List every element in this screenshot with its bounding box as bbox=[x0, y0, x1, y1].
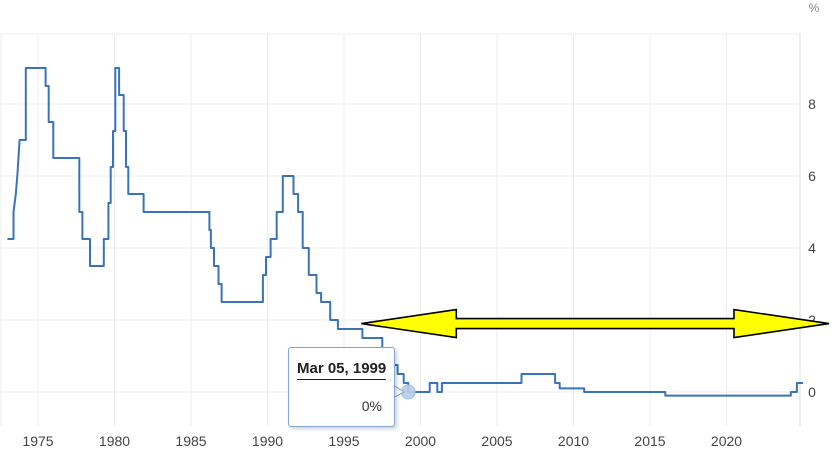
y-tick-label: 2 bbox=[808, 312, 816, 328]
x-tick-label: 1985 bbox=[175, 433, 206, 449]
double-arrow-annotation bbox=[361, 308, 830, 339]
x-tick-label: 2015 bbox=[634, 433, 665, 449]
series-line bbox=[7, 67, 803, 397]
y-tick-label: 4 bbox=[808, 240, 816, 256]
y-tick-label: 8 bbox=[808, 96, 816, 112]
tooltip-value: 0% bbox=[361, 398, 382, 414]
axis-labels: 1975 1980 1985 1990 1995 2000 2005 2010 2015 2020… bbox=[22, 1, 819, 449]
x-tick-label: 1975 bbox=[22, 433, 53, 449]
tooltip-date: Mar 05, 1999 bbox=[297, 360, 387, 380]
y-tick-label: 0 bbox=[808, 384, 816, 400]
series-layer bbox=[7, 67, 803, 400]
x-tick-label: 2000 bbox=[405, 433, 436, 449]
y-tick-label: 6 bbox=[808, 168, 816, 184]
x-tick-label: 1980 bbox=[99, 433, 130, 449]
x-tick-label: 2005 bbox=[481, 433, 512, 449]
annotation-layer bbox=[361, 308, 830, 339]
x-tick-label: 2010 bbox=[558, 433, 589, 449]
x-tick-label: 2020 bbox=[711, 433, 742, 449]
x-tick-label: 1995 bbox=[328, 433, 359, 449]
y-unit-label: % bbox=[809, 1, 820, 15]
data-tooltip: Mar 05, 1999 0% bbox=[288, 347, 395, 427]
x-tick-label: 1990 bbox=[252, 433, 283, 449]
